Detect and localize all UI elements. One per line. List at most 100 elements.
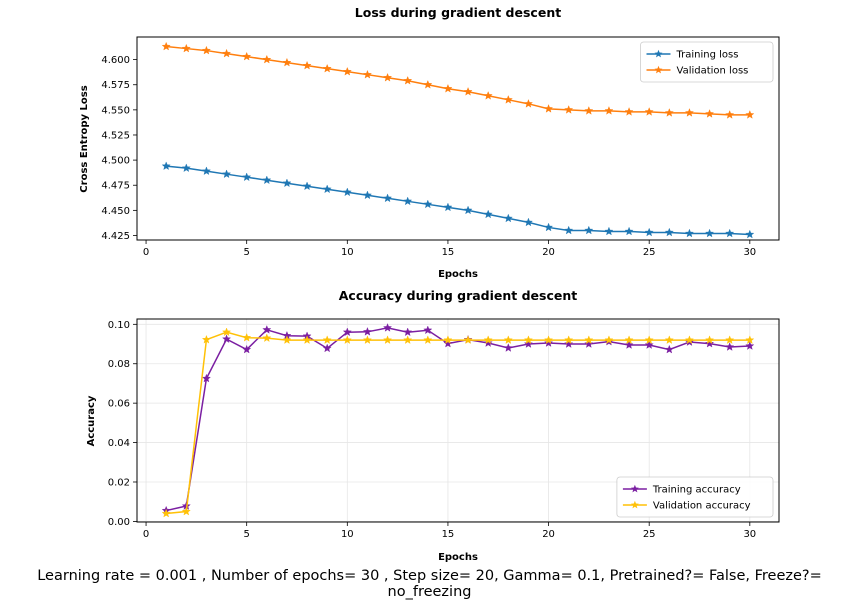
validation-loss-point xyxy=(403,75,413,85)
training-accuracy-point xyxy=(322,343,332,353)
training-accuracy-legend-marker xyxy=(630,484,639,493)
validation-accuracy-point xyxy=(624,335,634,344)
validation-loss-point xyxy=(503,95,513,104)
training-loss-point xyxy=(664,227,674,237)
accuracy-y-tick-label: 0.04 xyxy=(108,438,130,449)
validation-loss-point xyxy=(483,91,493,100)
validation-loss-point xyxy=(745,110,755,119)
training-loss-point xyxy=(222,169,232,179)
accuracy-legend: Training accuracy Validation accuracy xyxy=(616,476,774,518)
validation-loss-legend-label: Validation loss xyxy=(677,66,749,77)
loss-legend-box xyxy=(640,41,774,83)
validation-loss-point xyxy=(383,72,393,82)
validation-loss-point xyxy=(201,45,211,55)
accuracy-x-tick-label: 25 xyxy=(643,529,656,540)
training-loss-point xyxy=(282,178,292,188)
loss-x-tick-label: 10 xyxy=(341,247,354,258)
validation-loss-point xyxy=(443,83,453,93)
training-loss-point xyxy=(201,166,211,176)
hyperparameter-caption: Learning rate = 0.001 , Number of epochs… xyxy=(37,568,822,600)
training-accuracy-point xyxy=(201,373,211,383)
validation-accuracy-point xyxy=(262,333,272,342)
accuracy-x-axis-label: Epochs xyxy=(438,552,478,563)
validation-loss-point xyxy=(242,51,252,61)
training-loss-point xyxy=(181,163,191,172)
validation-loss-point xyxy=(322,63,332,73)
validation-accuracy-point xyxy=(302,335,312,344)
validation-loss-point xyxy=(262,54,272,64)
loss-y-tick-label: 4.425 xyxy=(101,231,130,242)
training-accuracy-point xyxy=(423,325,433,335)
accuracy-y-tick-label: 0.00 xyxy=(108,517,130,528)
training-loss-point xyxy=(705,228,715,238)
training-accuracy-point xyxy=(222,334,232,343)
training-accuracy-point xyxy=(242,344,252,354)
loss-plot-frame xyxy=(136,36,780,241)
validation-accuracy-point xyxy=(463,335,473,344)
validation-accuracy-point xyxy=(544,335,554,344)
validation-accuracy-point xyxy=(564,335,574,344)
validation-loss-point xyxy=(564,105,574,114)
validation-loss-point xyxy=(342,66,352,76)
training-loss-point xyxy=(322,184,332,194)
loss-y-tick-label: 4.475 xyxy=(101,181,130,192)
training-accuracy-point xyxy=(342,327,352,337)
training-accuracy-point xyxy=(624,340,634,349)
training-loss-point xyxy=(523,217,533,227)
validation-loss-point xyxy=(644,107,654,116)
training-accuracy-point xyxy=(664,344,674,354)
training-accuracy-point xyxy=(584,339,594,348)
validation-loss-point xyxy=(423,79,433,89)
validation-accuracy-point xyxy=(181,506,191,516)
validation-accuracy-point xyxy=(604,335,614,344)
training-loss-legend-marker xyxy=(654,49,663,58)
accuracy-y-axis-label: Accuracy xyxy=(86,395,97,446)
validation-accuracy-point xyxy=(745,335,755,344)
training-accuracy-point xyxy=(523,339,533,348)
validation-loss-point xyxy=(705,109,715,118)
training-accuracy-line xyxy=(166,327,750,512)
loss-x-tick-label: 0 xyxy=(143,247,149,258)
validation-accuracy-point xyxy=(443,335,453,344)
validation-loss-line xyxy=(166,45,750,116)
validation-loss-point xyxy=(222,48,232,58)
loss-x-tick-label: 15 xyxy=(442,247,455,258)
training-loss-point xyxy=(242,172,252,182)
accuracy-x-tick-label: 5 xyxy=(243,529,249,540)
validation-accuracy-point xyxy=(362,335,372,344)
training-accuracy-point xyxy=(262,325,272,334)
training-accuracy-point xyxy=(705,338,715,348)
validation-loss-point xyxy=(302,60,312,70)
loss-x-axis-label: Epochs xyxy=(438,269,478,280)
training-loss-legend-label: Training loss xyxy=(676,50,739,61)
training-accuracy-point xyxy=(564,339,574,348)
loss-chart: Loss during gradient descent 0 5 10 15 20 25 3… xyxy=(79,5,780,280)
validation-accuracy-point xyxy=(523,335,533,344)
validation-loss-point xyxy=(664,108,674,117)
training-loss-point xyxy=(624,226,634,236)
loss-y-tick-label: 4.600 xyxy=(101,55,130,66)
validation-loss-point xyxy=(544,104,554,113)
loss-y-tick-label: 4.575 xyxy=(101,80,130,91)
training-loss-point xyxy=(383,193,393,203)
accuracy-x-tick-label: 30 xyxy=(743,529,756,540)
training-loss-point xyxy=(342,187,352,197)
training-loss-point xyxy=(483,209,493,219)
validation-accuracy-point xyxy=(584,335,594,344)
loss-y-axis-label: Cross Entropy Loss xyxy=(79,85,90,192)
training-loss-point xyxy=(463,205,473,215)
accuracy-y-tick-label: 0.06 xyxy=(108,399,130,410)
training-loss-point xyxy=(564,225,574,235)
training-accuracy-point xyxy=(443,338,453,348)
loss-x-tick-label: 20 xyxy=(542,247,555,258)
training-loss-point xyxy=(544,222,554,232)
training-accuracy-legend-label: Training accuracy xyxy=(652,485,741,496)
training-accuracy-point xyxy=(503,343,513,352)
training-loss-point xyxy=(302,181,312,191)
validation-accuracy-point xyxy=(383,335,393,344)
accuracy-x-tick-label: 20 xyxy=(542,529,555,540)
validation-loss-point xyxy=(161,41,171,51)
validation-loss-point xyxy=(725,110,735,119)
validation-accuracy-point xyxy=(664,335,674,344)
